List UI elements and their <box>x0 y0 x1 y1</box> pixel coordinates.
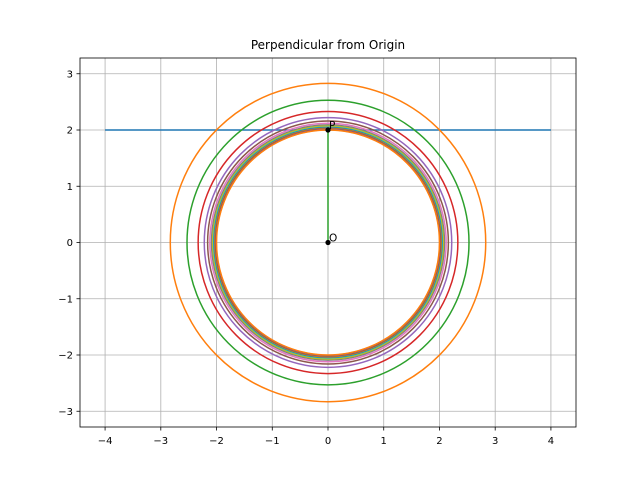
y-tick-label: −1 <box>58 294 73 305</box>
point-marker <box>325 127 331 133</box>
y-tick-label: 0 <box>67 238 73 249</box>
x-tick-label: 2 <box>436 436 442 447</box>
point-marker <box>325 239 331 246</box>
y-tick-label: −2 <box>58 351 73 362</box>
circle-series <box>197 110 459 375</box>
x-tick-label: −4 <box>98 436 113 447</box>
x-tick-label: 3 <box>492 436 498 447</box>
x-tick-label: 4 <box>548 436 554 447</box>
circle-series <box>210 124 446 361</box>
circle-series <box>186 99 470 386</box>
x-tick-label: 1 <box>381 436 387 447</box>
circle-series <box>209 122 447 363</box>
x-tick-label: −2 <box>209 436 224 447</box>
circle-series <box>203 116 453 369</box>
plot-layer: OP <box>105 82 551 403</box>
y-tick-label: −3 <box>58 407 73 418</box>
x-tick-label: −3 <box>153 436 168 447</box>
y-tick-label: 3 <box>67 69 73 80</box>
x-tick-label: −1 <box>265 436 280 447</box>
circle-series <box>169 82 487 403</box>
x-tick-label: 0 <box>325 436 331 447</box>
point-label: O <box>329 233 337 245</box>
y-tick-label: 2 <box>67 126 73 137</box>
circle-series <box>211 125 445 360</box>
axes-layer: −4 −3 −2 −1 0 1 2 3 4 −3 −2 −1 0 1 2 3 <box>58 57 577 447</box>
point-label: P <box>329 120 335 132</box>
circle-series <box>206 120 450 365</box>
y-tick-label: 1 <box>67 182 73 193</box>
chart-title: Perpendicular from Origin <box>251 38 405 52</box>
